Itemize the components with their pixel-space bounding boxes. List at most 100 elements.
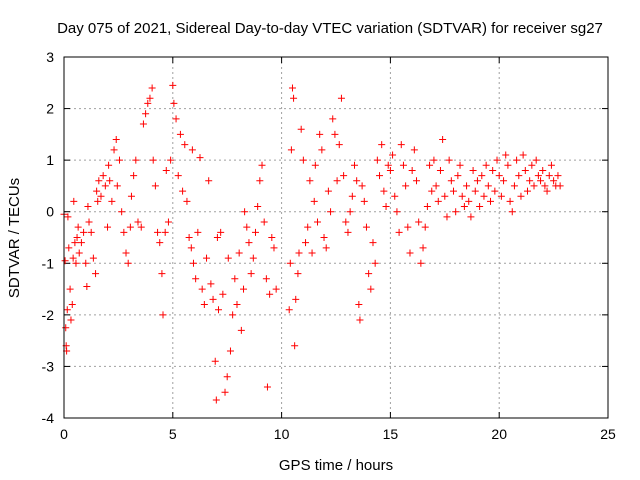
y-tick-label: -1 [42,255,55,271]
data-point [192,275,200,283]
data-point [534,172,542,180]
data-point [302,239,310,247]
data-point [473,177,481,185]
data-point [408,166,416,174]
y-tick-label: -2 [42,307,55,323]
data-point [161,228,169,236]
data-point [200,301,208,309]
data-point [528,161,536,169]
data-point [245,239,253,247]
data-point [188,146,196,154]
data-point [445,156,453,164]
data-point [369,239,377,247]
data-point [430,156,438,164]
data-point [489,166,497,174]
data-point [187,244,195,252]
data-point [530,182,538,190]
data-point [467,213,475,221]
data-point [443,213,451,221]
data-point [402,182,410,190]
data-marks [60,81,564,404]
data-point [99,172,107,180]
data-point [299,156,307,164]
data-point [287,146,295,154]
data-point [415,218,423,226]
data-point [331,130,339,138]
data-point [229,311,237,319]
data-point [504,161,512,169]
data-point [322,244,330,252]
data-point [214,306,222,314]
data-point [417,259,425,267]
data-point [65,244,73,252]
data-point [547,161,555,169]
axis-ticks [63,56,609,419]
data-point [251,228,259,236]
data-point [118,208,126,216]
data-point [314,218,322,226]
data-point [556,182,564,190]
data-point [460,203,468,211]
data-point [292,295,300,303]
data-point [154,228,162,236]
x-tick-label: 10 [274,426,290,442]
data-point [172,115,180,123]
data-point [294,270,302,278]
data-point [318,146,326,154]
data-point [94,197,102,205]
data-point [61,257,69,265]
data-point [217,228,225,236]
y-tick-label: 1 [46,152,54,168]
data-point [84,203,92,211]
data-point [108,197,116,205]
data-point [159,311,167,319]
x-tick-label: 25 [600,426,616,442]
data-point [106,177,114,185]
data-point [82,259,90,267]
data-point [189,259,197,267]
data-point [432,182,440,190]
data-point [243,223,251,231]
data-point [115,156,123,164]
data-point [291,342,299,350]
data-point [235,249,243,257]
data-point [521,166,529,174]
data-point [545,172,553,180]
data-point [337,94,345,102]
data-point [254,203,262,211]
data-point [185,234,193,241]
data-point [426,161,434,169]
data-point [224,254,232,262]
data-point [355,301,363,309]
data-point [270,244,278,252]
data-point [226,347,234,355]
data-point [406,249,414,257]
data-point [543,187,551,195]
data-point [491,187,499,195]
data-point [113,182,121,190]
data-point [105,161,113,169]
data-point [342,218,350,226]
data-point [124,259,132,267]
data-point [97,192,105,200]
data-point [311,161,319,169]
data-point [421,223,429,231]
data-point [404,223,412,231]
data-point [517,192,525,200]
data-point [87,228,95,236]
data-point [541,182,549,190]
y-tick-label: 2 [46,101,54,117]
data-point [439,136,447,144]
data-point [260,218,268,226]
data-point [391,192,399,200]
data-point [158,270,166,278]
data-point [167,156,175,164]
data-point [148,84,156,92]
data-point [463,182,471,190]
data-point [104,223,112,231]
data-point [139,120,147,128]
data-point [550,177,558,185]
data-point [127,192,135,200]
data-point [365,270,373,278]
